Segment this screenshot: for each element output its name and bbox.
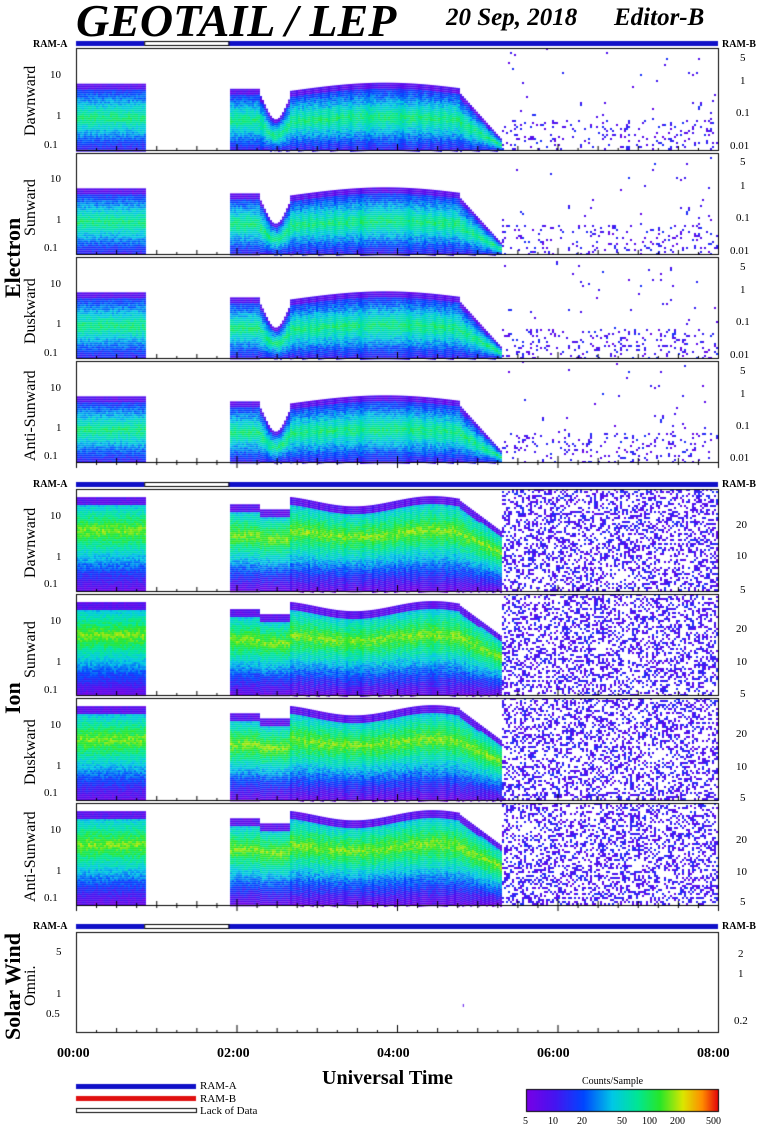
rtick-sw-1: 1 [738, 968, 744, 980]
rtick-sw-2: 2 [738, 948, 744, 960]
ytick-i2-0.1: 0.1 [44, 684, 58, 696]
ram-a-label-sw: RAM-A [33, 921, 68, 932]
colorbar-tick-5: 5 [523, 1116, 528, 1127]
ytick-i3-0.1: 0.1 [44, 787, 58, 799]
rtick-i3-5: 5 [740, 792, 746, 804]
rtick-i1-5: 5 [740, 584, 746, 596]
panel-label-i-dawnward: Dawnward [22, 507, 39, 578]
rtick-i2-20: 20 [736, 623, 747, 635]
panel-label-i-anti-sunward: Anti-Sunward [22, 811, 39, 902]
panel-label-i-sunward: Sunward [22, 621, 39, 678]
colorbar-tick-100: 100 [642, 1116, 657, 1127]
chart-title: GEOTAIL / LEP [76, 0, 397, 46]
rtick-e4-1: 1 [740, 388, 746, 400]
rtick-i2-5: 5 [740, 688, 746, 700]
rtick-e4-5: 5 [740, 365, 746, 377]
ytick-i1-0.1: 0.1 [44, 578, 58, 590]
rtick-sw-0.2: 0.2 [734, 1015, 748, 1027]
xtick-0600: 06:00 [537, 1046, 570, 1061]
ytick-e1-10: 10 [50, 69, 61, 81]
colorbar-title: Counts/Sample [582, 1076, 644, 1087]
ytick-i2-10: 10 [50, 615, 61, 627]
ytick-sw-0.5: 0.5 [46, 1008, 60, 1020]
ytick-e4-10: 10 [50, 382, 61, 394]
ram-b-label-electron: RAM-B [722, 39, 756, 50]
ytick-e1-0.1: 0.1 [44, 139, 58, 151]
ytick-e4-0.1: 0.1 [44, 450, 58, 462]
rtick-e3-0.1: 0.1 [736, 316, 750, 328]
ram-a-label-ion: RAM-A [33, 479, 68, 490]
panel-label-i-duskward: Duskward [22, 719, 39, 785]
panel-label-e-duskward: Duskward [22, 278, 39, 344]
ytick-sw-5: 5 [56, 946, 62, 958]
panel-label-sw-omni: Omni. [22, 965, 39, 1006]
group-label-ion: Ion [0, 682, 25, 714]
ram-b-label-sw: RAM-B [722, 921, 756, 932]
ytick-e4-1: 1 [56, 422, 62, 434]
ram-a-label-electron: RAM-A [33, 39, 68, 50]
ytick-sw-1: 1 [56, 988, 62, 1000]
chart-date: 20 Sep, 2018 [446, 4, 578, 31]
rtick-e1-0.01: 0.01 [730, 140, 750, 152]
rtick-e4-0.01: 0.01 [730, 452, 750, 464]
colorbar-tick-500: 500 [706, 1116, 721, 1127]
ytick-i1-10: 10 [50, 510, 61, 522]
rtick-e3-0.01: 0.01 [730, 349, 750, 361]
panel-label-e-sunward: Sunward [22, 179, 39, 236]
ytick-e1-1: 1 [56, 110, 62, 122]
ram-b-label-ion: RAM-B [722, 479, 756, 490]
legend-ram-b: RAM-B [200, 1093, 237, 1105]
chart-editor: Editor-B [614, 4, 705, 31]
x-axis-label: Universal Time [322, 1067, 453, 1089]
ytick-e3-0.1: 0.1 [44, 347, 58, 359]
colorbar-tick-20: 20 [577, 1116, 587, 1127]
rtick-i1-10: 10 [736, 550, 747, 562]
ytick-e2-10: 10 [50, 173, 61, 185]
ytick-i3-10: 10 [50, 719, 61, 731]
colorbar-tick-200: 200 [670, 1116, 685, 1127]
legend-lack-of-data: Lack of Data [200, 1105, 258, 1117]
rtick-e1-0.1: 0.1 [736, 107, 750, 119]
rtick-e3-5: 5 [740, 261, 746, 273]
ytick-i3-1: 1 [56, 760, 62, 772]
rtick-i4-20: 20 [736, 834, 747, 846]
legend-ram-a: RAM-A [200, 1080, 237, 1092]
ytick-e3-10: 10 [50, 278, 61, 290]
rtick-e2-5: 5 [740, 156, 746, 168]
rtick-i4-5: 5 [740, 896, 746, 908]
rtick-e3-1: 1 [740, 284, 746, 296]
rtick-e4-0.1: 0.1 [736, 420, 750, 432]
rtick-i2-10: 10 [736, 656, 747, 668]
ytick-i1-1: 1 [56, 551, 62, 563]
ytick-i4-10: 10 [50, 824, 61, 836]
ytick-i4-1: 1 [56, 865, 62, 877]
ytick-e2-0.1: 0.1 [44, 242, 58, 254]
rtick-i3-10: 10 [736, 761, 747, 773]
colorbar-tick-10: 10 [548, 1116, 558, 1127]
xtick-0000: 00:00 [57, 1046, 90, 1061]
rtick-e1-1: 1 [740, 75, 746, 87]
panel-label-e-anti-sunward: Anti-Sunward [22, 370, 39, 461]
xtick-0400: 04:00 [377, 1046, 410, 1061]
ytick-i4-0.1: 0.1 [44, 892, 58, 904]
rtick-e2-1: 1 [740, 180, 746, 192]
rtick-i1-20: 20 [736, 519, 747, 531]
rtick-e2-0.1: 0.1 [736, 212, 750, 224]
ytick-e2-1: 1 [56, 214, 62, 226]
rtick-i3-20: 20 [736, 728, 747, 740]
ytick-i2-1: 1 [56, 656, 62, 668]
colorbar-tick-50: 50 [617, 1116, 627, 1127]
xtick-0200: 02:00 [217, 1046, 250, 1061]
rtick-e1-5: 5 [740, 52, 746, 64]
rtick-i4-10: 10 [736, 866, 747, 878]
panel-label-e-dawnward: Dawnward [22, 65, 39, 136]
xtick-0800: 08:00 [697, 1046, 730, 1061]
rtick-e2-0.01: 0.01 [730, 245, 750, 257]
ytick-e3-1: 1 [56, 318, 62, 330]
